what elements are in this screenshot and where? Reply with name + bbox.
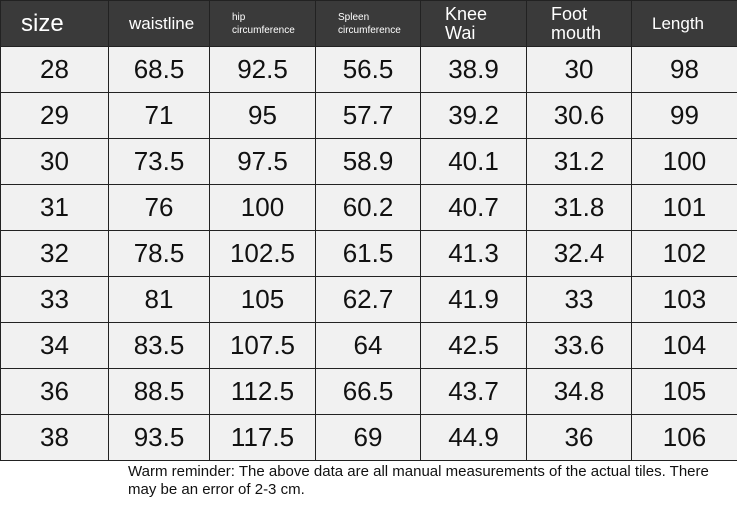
header-cell: Knee Wai [420,0,527,47]
table-cell: 44.9 [420,414,527,461]
table-cell: 32 [0,230,109,277]
header-text: size [21,9,64,37]
header-cell: size [0,0,109,47]
table-cell: 102.5 [209,230,316,277]
table-cell: 39.2 [420,92,527,139]
table-cell: 102 [631,230,737,277]
table-cell: 105 [631,368,737,415]
header-text: Length [652,13,704,33]
size-table: size waistline hip circumference Spleen circu… [0,0,737,461]
table-cell: 38 [0,414,109,461]
table-header: size waistline hip circumference Spleen circu… [0,0,737,47]
table-cell: 43.7 [420,368,527,415]
table-cell: 100 [631,138,737,185]
header-row: size waistline hip circumference Spleen circu… [0,0,737,47]
table-cell: 99 [631,92,737,139]
table-cell: 34.8 [526,368,632,415]
header-cell: Foot mouth [526,0,632,47]
header-text: Knee [445,3,488,24]
table-cell: 60.2 [315,184,421,231]
table-body: 28 68.5 92.5 56.5 38.9 30 98 29 71 95 57.7 39.2 30.6… [0,46,737,461]
table-cell: 31 [0,184,109,231]
table-cell: 40.1 [420,138,527,185]
table-cell: 68.5 [108,46,210,93]
table-cell: 112.5 [209,368,316,415]
table-cell: 40.7 [420,184,527,231]
table-cell: 81 [108,276,210,323]
table-cell: 36 [526,414,632,461]
table-cell: 34 [0,322,109,369]
table-cell: 105 [209,276,316,323]
header-cell: Length [631,0,737,47]
table-cell: 41.9 [420,276,527,323]
table-cell: 57.7 [315,92,421,139]
table-cell: 93.5 [108,414,210,461]
table-cell: 30 [0,138,109,185]
table-cell: 106 [631,414,737,461]
table-cell: 41.3 [420,230,527,277]
table-cell: 76 [108,184,210,231]
table-cell: 101 [631,184,737,231]
header-cell: waistline [108,0,210,47]
table-cell: 83.5 [108,322,210,369]
header-text: circumference [232,24,295,36]
table-cell: 71 [108,92,210,139]
table-cell: 117.5 [209,414,316,461]
table-cell: 38.9 [420,46,527,93]
table-row: 34 83.5 107.5 64 42.5 33.6 104 [0,322,737,369]
header-text: Spleen [338,11,370,23]
table-cell: 58.9 [315,138,421,185]
table-cell: 100 [209,184,316,231]
table-cell: 56.5 [315,46,421,93]
table-cell: 104 [631,322,737,369]
header-text: circumference [338,24,401,36]
table-cell: 73.5 [108,138,210,185]
header-text: mouth [551,22,602,43]
table-cell: 69 [315,414,421,461]
table-cell: 97.5 [209,138,316,185]
table-cell: 61.5 [315,230,421,277]
table-cell: 30 [526,46,632,93]
table-cell: 92.5 [209,46,316,93]
header-cell: Spleen circumference [315,0,421,47]
table-cell: 32.4 [526,230,632,277]
table-cell: 78.5 [108,230,210,277]
header-text: Wai [445,22,476,43]
table-cell: 33 [0,276,109,323]
note: Warm reminder: The above data are all ma… [128,463,709,498]
table-cell: 88.5 [108,368,210,415]
table-row: 36 88.5 112.5 66.5 43.7 34.8 105 [0,368,737,415]
table-cell: 36 [0,368,109,415]
header-text: hip [232,11,246,23]
table-cell: 33.6 [526,322,632,369]
table-cell: 98 [631,46,737,93]
header-cell: hip circumference [209,0,316,47]
table-row: 31 76 100 60.2 40.7 31.8 101 [0,184,737,231]
table-row: 29 71 95 57.7 39.2 30.6 99 [0,92,737,139]
table-cell: 31.2 [526,138,632,185]
table-row: 33 81 105 62.7 41.9 33 103 [0,276,737,323]
table-row: 28 68.5 92.5 56.5 38.9 30 98 [0,46,737,93]
table-cell: 31.8 [526,184,632,231]
table-cell: 30.6 [526,92,632,139]
table-cell: 95 [209,92,316,139]
table-cell: 66.5 [315,368,421,415]
table-cell: 107.5 [209,322,316,369]
header-text: Foot [551,3,588,24]
header-text: waistline [129,13,195,33]
table-cell: 33 [526,276,632,323]
table-cell: 62.7 [315,276,421,323]
table-cell: 42.5 [420,322,527,369]
table-row: 30 73.5 97.5 58.9 40.1 31.2 100 [0,138,737,185]
table-cell: 28 [0,46,109,93]
table-row: 32 78.5 102.5 61.5 41.3 32.4 102 [0,230,737,277]
table-cell: 29 [0,92,109,139]
table-row: 38 93.5 117.5 69 44.9 36 106 [0,414,737,461]
table-cell: 64 [315,322,421,369]
table-cell: 103 [631,276,737,323]
